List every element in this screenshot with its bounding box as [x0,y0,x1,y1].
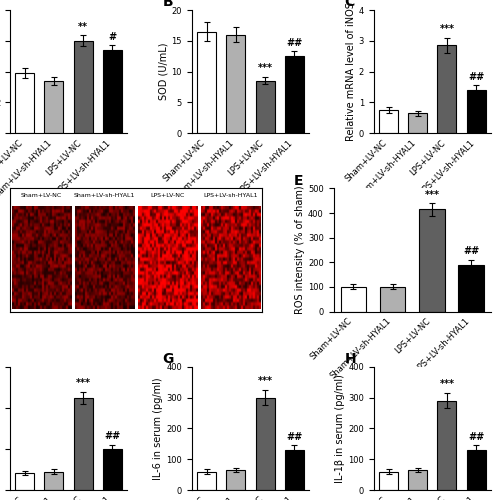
Text: ##: ## [463,246,479,256]
Bar [408,113,427,133]
Bar [419,210,444,312]
Text: B: B [163,0,173,9]
Bar [379,110,398,133]
Text: LPS+LV-sh-HYAL1: LPS+LV-sh-HYAL1 [203,194,257,198]
Bar [226,470,246,490]
Text: ##: ## [468,72,484,82]
Bar [285,56,304,133]
Text: #: # [108,32,117,42]
Text: E: E [294,174,304,188]
Bar [341,287,366,312]
Bar [467,450,486,490]
Text: G: G [163,352,174,366]
Bar [103,50,122,133]
Text: ***: *** [439,24,454,34]
Text: ##: ## [286,38,303,48]
Y-axis label: IL-1β in serum (pg/ml): IL-1β in serum (pg/ml) [335,374,345,483]
Bar [380,287,405,312]
Bar [285,450,304,490]
Text: ***: *** [76,378,91,388]
Bar [408,470,427,490]
Y-axis label: Relative mRNA level of iNOS: Relative mRNA level of iNOS [346,2,356,141]
Text: H: H [344,352,356,366]
Bar [379,472,398,490]
Bar [467,90,486,133]
Bar [74,41,93,133]
Text: ***: *** [257,376,273,386]
Bar [437,401,456,490]
Text: ##: ## [286,432,303,442]
Bar [437,46,456,133]
Bar [103,449,122,490]
Bar [15,73,34,133]
Bar [15,472,34,490]
Bar [255,398,275,490]
Bar [458,265,484,312]
Text: ***: *** [439,380,454,390]
Bar [45,472,63,490]
Text: Sham+LV-NC: Sham+LV-NC [21,194,62,198]
Y-axis label: SOD (U/mL): SOD (U/mL) [159,43,169,100]
Bar [74,398,93,490]
Text: **: ** [78,22,88,32]
Text: LPS+LV-NC: LPS+LV-NC [150,194,185,198]
Text: ##: ## [104,431,121,441]
Text: ***: *** [425,190,439,200]
Y-axis label: ROS intensity (% of sham): ROS intensity (% of sham) [295,186,305,314]
Y-axis label: IL-6 in serum (pg/ml): IL-6 in serum (pg/ml) [153,377,163,480]
Text: ##: ## [468,432,484,442]
Text: ***: *** [257,64,273,74]
Text: C: C [344,0,355,9]
Bar [255,81,275,133]
Bar [197,472,216,490]
Bar [197,32,216,133]
Text: Sham+LV-sh-HYAL1: Sham+LV-sh-HYAL1 [74,194,135,198]
Bar [226,34,246,133]
Bar [45,81,63,133]
